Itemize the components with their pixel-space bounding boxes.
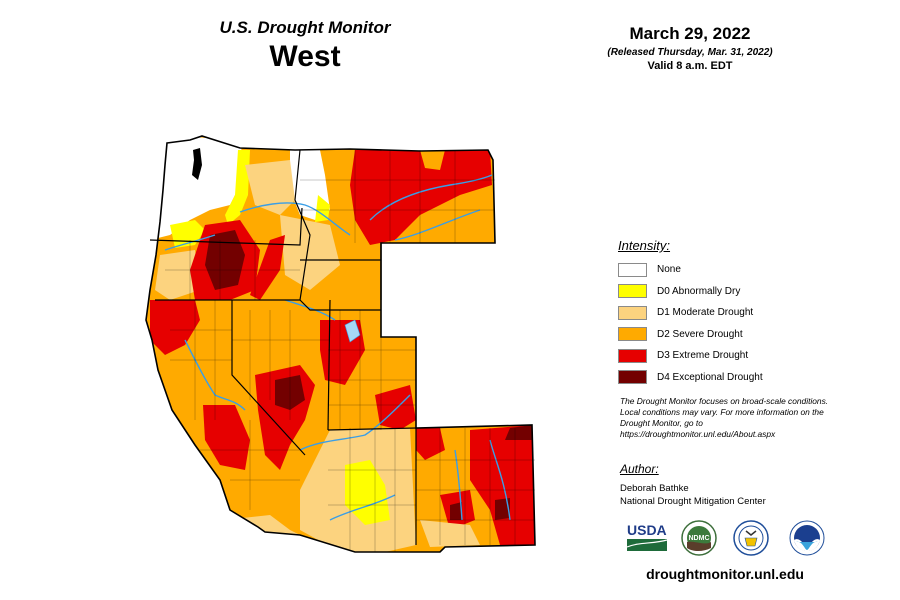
usda-logo-icon: USDA — [626, 522, 668, 551]
svg-text:USDA: USDA — [627, 522, 667, 538]
swatch-d2 — [618, 327, 647, 342]
legend-label: None — [657, 264, 681, 276]
author-info: Deborah Bathke National Drought Mitigati… — [620, 482, 766, 508]
author-heading: Author: — [620, 462, 659, 476]
website-url: droughtmonitor.unl.edu — [646, 566, 804, 582]
swatch-d3 — [618, 348, 647, 363]
region-title: West — [269, 40, 341, 73]
legend-item-d3: D3 Extreme Drought — [618, 345, 838, 367]
svg-text:NDMC: NDMC — [689, 535, 710, 542]
map-title: U.S. Drought Monitor — [219, 18, 391, 37]
partner-logos: USDA NDMC — [625, 518, 835, 558]
state-borders — [149, 149, 417, 545]
legend-title: Intensity: — [618, 238, 671, 253]
legend-label: D0 Abnormally Dry — [657, 285, 741, 297]
author-organization: National Drought Mitigation Center — [620, 496, 766, 507]
region-outline — [145, 135, 536, 553]
legend-label: D1 Moderate Drought — [657, 307, 754, 319]
legend-label: D3 Extreme Drought — [657, 350, 749, 362]
author-name: Deborah Bathke — [620, 483, 689, 494]
county-borders — [165, 150, 535, 552]
swatch-d1 — [618, 305, 647, 320]
swatch-none — [618, 262, 647, 277]
legend-label: D4 Exceptional Drought — [657, 371, 763, 383]
ndmc-logo-icon: NDMC — [681, 520, 717, 556]
legend-item-d1: D1 Moderate Drought — [618, 302, 838, 324]
legend: Intensity: None D0 Abnormally Dry D1 Mod… — [618, 238, 838, 388]
legend-item-d0: D0 Abnormally Dry — [618, 281, 838, 303]
disclaimer-text: The Drought Monitor focuses on broad-sca… — [620, 396, 829, 439]
legend-item-d2: D2 Severe Drought — [618, 324, 838, 346]
rivers — [164, 174, 511, 521]
swatch-d0 — [618, 284, 647, 299]
noaa-logo-icon — [789, 520, 825, 556]
map-date: March 29, 2022 — [629, 24, 751, 43]
legend-item-none: None — [618, 259, 838, 281]
date-block: March 29, 2022 (Released Thursday, Mar. … — [560, 24, 820, 72]
legend-item-d4: D4 Exceptional Drought — [618, 367, 838, 389]
swatch-d4 — [618, 370, 647, 385]
valid-time: Valid 8 a.m. EDT — [647, 60, 733, 72]
commerce-seal-icon — [733, 520, 769, 556]
legend-label: D2 Severe Drought — [657, 328, 743, 340]
title-block: U.S. Drought Monitor West — [180, 18, 430, 74]
puget-sound — [192, 148, 202, 180]
release-date: (Released Thursday, Mar. 31, 2022) — [607, 47, 773, 58]
